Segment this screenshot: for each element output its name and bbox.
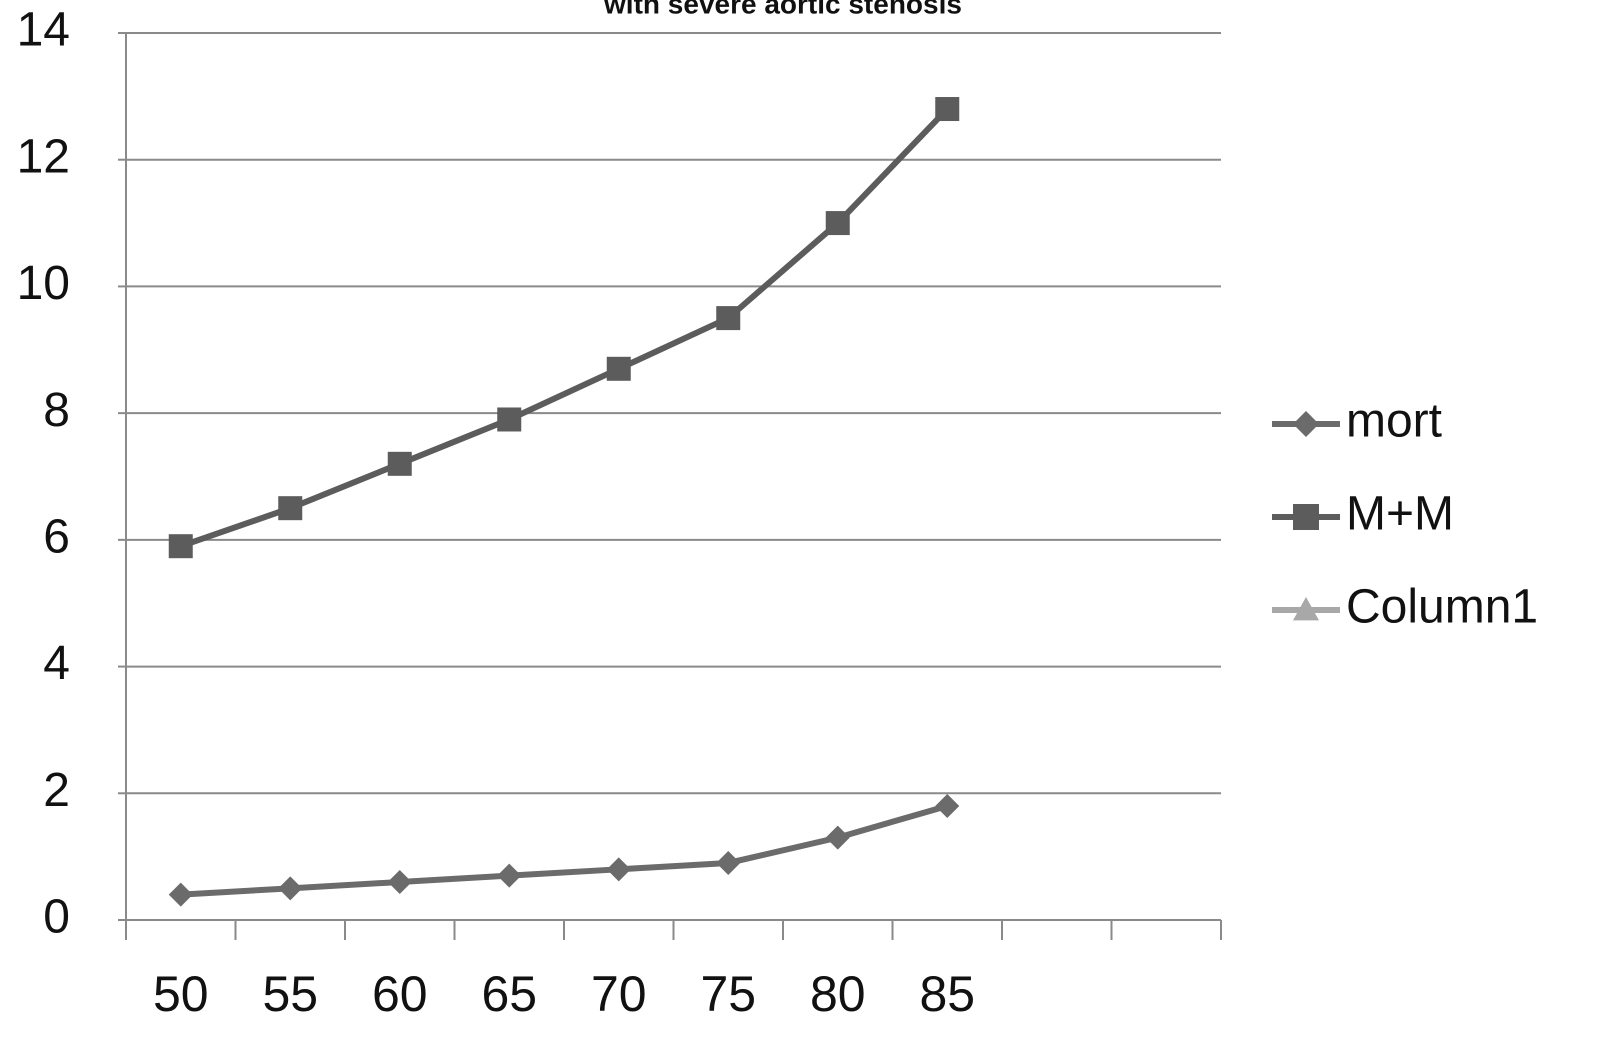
x-tick-label: 55	[262, 966, 318, 1022]
legend-label: mort	[1346, 395, 1442, 448]
y-tick-label: 12	[17, 130, 70, 183]
marker	[825, 825, 850, 850]
marker	[497, 407, 522, 432]
marker	[168, 882, 193, 907]
marker	[606, 356, 631, 381]
x-tick-label: 50	[153, 966, 209, 1022]
marker	[1293, 597, 1319, 621]
marker	[278, 876, 303, 901]
y-tick-label: 6	[43, 511, 70, 564]
chart-title: with severe aortic stenosis	[603, 0, 962, 19]
x-tick-label: 85	[919, 966, 975, 1022]
marker	[168, 534, 193, 559]
x-tick-label: 70	[591, 966, 647, 1022]
marker	[497, 863, 522, 888]
y-tick-label: 4	[43, 637, 70, 690]
marker	[387, 869, 412, 894]
y-tick-label: 14	[17, 4, 70, 57]
y-tick-label: 2	[43, 764, 70, 817]
legend-label: M+M	[1346, 488, 1454, 541]
series-line	[180, 803, 949, 898]
marker	[387, 451, 412, 476]
y-tick-label: 10	[17, 257, 70, 310]
marker	[935, 97, 960, 122]
x-tick-label: 75	[700, 966, 756, 1022]
marker	[278, 496, 303, 521]
marker	[1293, 504, 1319, 530]
marker	[716, 850, 741, 875]
legend-label: Column1	[1346, 581, 1538, 634]
series-line	[179, 106, 950, 550]
x-tick-label: 80	[810, 966, 866, 1022]
marker	[606, 857, 631, 882]
x-tick-label: 65	[481, 966, 537, 1022]
y-tick-label: 8	[43, 384, 70, 437]
x-tick-label: 60	[372, 966, 428, 1022]
y-tick-label: 0	[43, 891, 70, 944]
marker	[825, 211, 850, 236]
marker	[935, 793, 960, 818]
marker	[1293, 411, 1319, 437]
marker	[716, 306, 741, 331]
